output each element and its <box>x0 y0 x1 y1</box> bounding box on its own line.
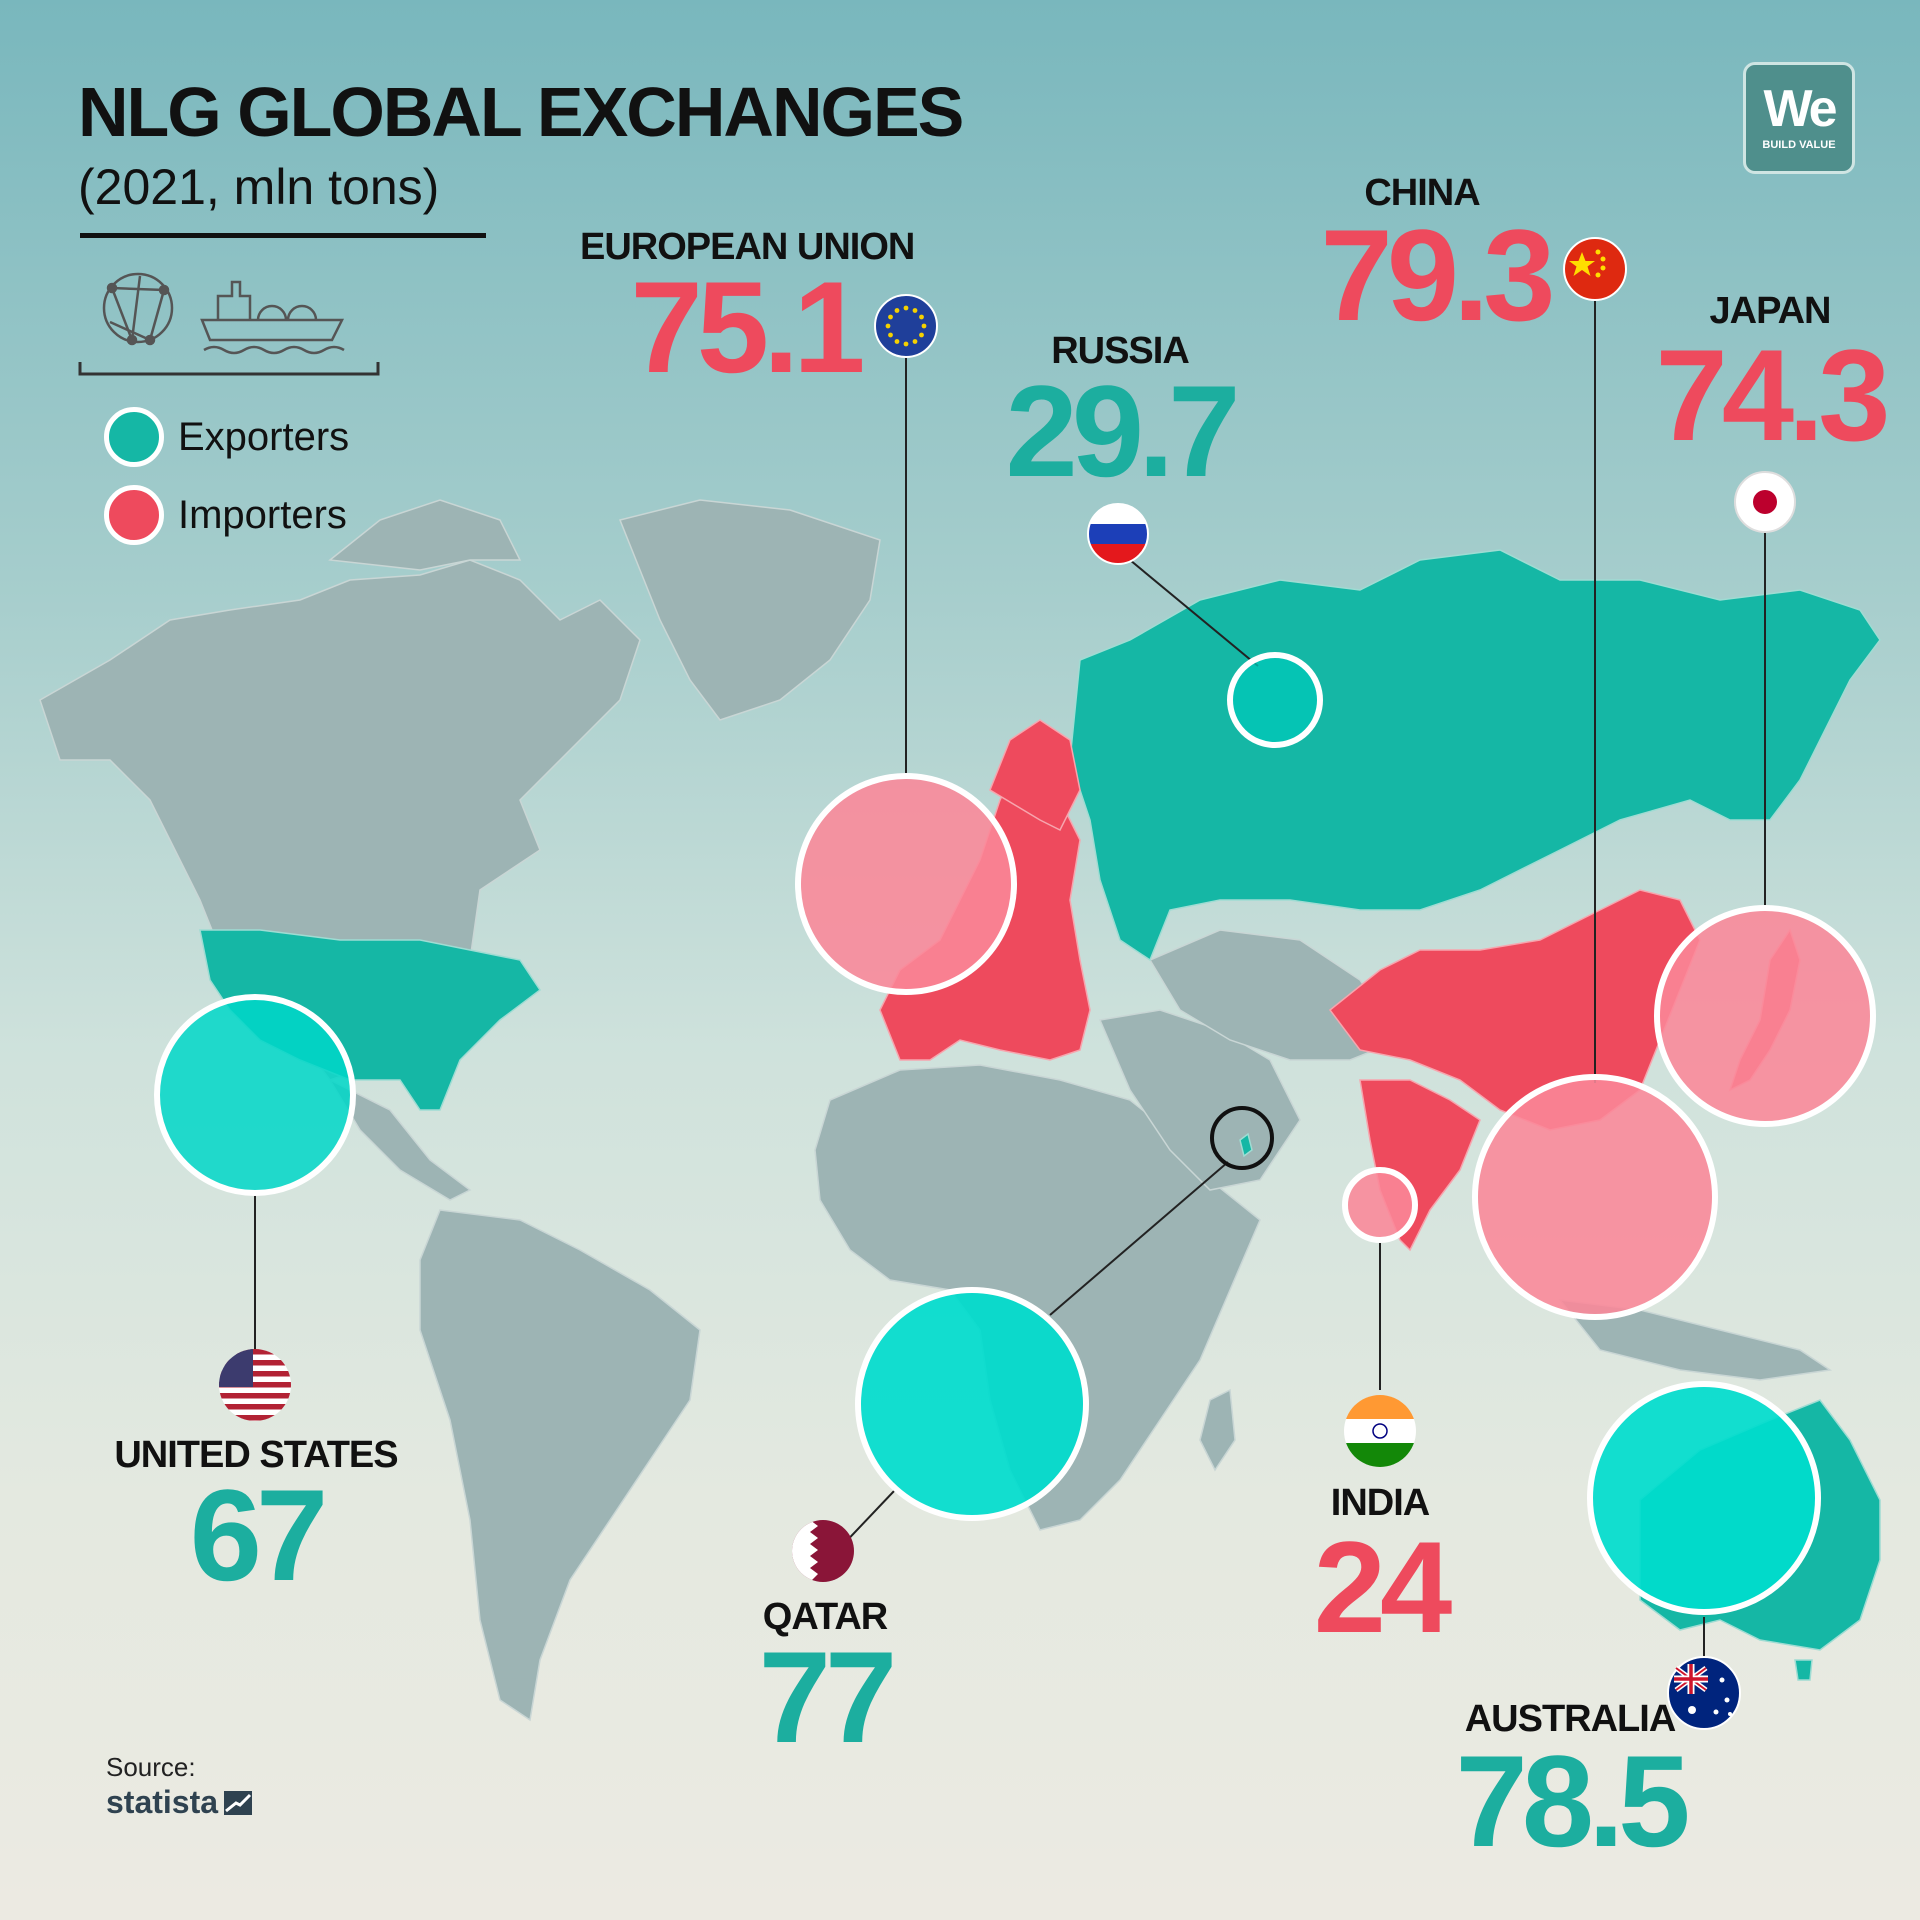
usa-flag-icon <box>219 1349 291 1421</box>
logo-text: We <box>1763 80 1837 138</box>
north-america-land <box>39 559 641 1081</box>
australia-magnifier <box>1587 1381 1821 1615</box>
south-america-land <box>419 1209 701 1722</box>
russia-flag-icon <box>1087 503 1149 565</box>
qatar-map-connector <box>1049 1161 1229 1316</box>
qatar-small-ring <box>1210 1106 1274 1170</box>
eu-label: EUROPEAN UNION <box>580 226 915 268</box>
usa-label: UNITED STATES <box>114 1434 398 1476</box>
australia-label: AUSTRALIA <box>1464 1698 1677 1740</box>
magnifier-circles <box>154 652 1876 1615</box>
india-flag-icon <box>1344 1395 1416 1467</box>
russia-leader-line <box>1129 559 1259 667</box>
china-value: 79.3 <box>1320 202 1555 348</box>
exporters-swatch <box>104 407 164 467</box>
china-flag-icon <box>1563 237 1627 301</box>
qatar-land <box>1239 1132 1253 1158</box>
russia-magnifier <box>1227 652 1323 748</box>
tasmania-land <box>1794 1659 1813 1681</box>
lng-tanker-ship-icon <box>200 280 345 355</box>
brand-logo: We BUILD VALUE <box>1743 62 1855 174</box>
india-value: 24 <box>1313 1514 1453 1660</box>
russia-label: RUSSIA <box>1051 330 1190 372</box>
legend-item-exporters: Exporters <box>104 407 349 467</box>
globe-network-icon <box>102 272 174 346</box>
eu-value: 75.1 <box>630 254 865 400</box>
madagascar-land <box>1199 1388 1236 1472</box>
legend-label: Importers <box>178 492 347 537</box>
statista-icon <box>224 1790 253 1815</box>
importers-swatch <box>104 485 164 545</box>
source-label: Source: <box>106 1752 196 1782</box>
india-magnifier <box>1342 1167 1418 1243</box>
source-brand: statista <box>106 1784 253 1821</box>
japan-value: 74.3 <box>1655 322 1890 468</box>
qatar-label: QATAR <box>762 1596 888 1638</box>
legend-item-importers: Importers <box>104 485 347 545</box>
qatar-value: 77 <box>758 1624 898 1770</box>
central-america-land <box>328 1078 472 1201</box>
qatar-flag-icon <box>792 1520 854 1582</box>
eu-magnifier <box>795 773 1017 995</box>
japan-flag-icon <box>1734 471 1796 533</box>
eu-flag-icon <box>874 294 938 358</box>
canada-islands <box>328 499 522 571</box>
japan-magnifier <box>1654 905 1876 1127</box>
logo-tagline: BUILD VALUE <box>1762 139 1836 151</box>
greenland-land <box>618 499 881 721</box>
icon-bracket <box>78 362 380 376</box>
qatar-magnifier <box>855 1287 1089 1521</box>
india-label: INDIA <box>1330 1482 1430 1524</box>
title-rule <box>80 233 486 238</box>
usa-magnifier <box>154 994 356 1196</box>
china-label: CHINA <box>1364 172 1480 214</box>
australia-flag-icon <box>1667 1656 1741 1730</box>
leader-lines <box>254 300 1766 1690</box>
page-subtitle: (2021, mln tons) <box>78 159 440 215</box>
japan-label: JAPAN <box>1709 290 1832 332</box>
source-name: statista <box>106 1784 219 1820</box>
china-magnifier <box>1472 1074 1718 1320</box>
africa-land <box>814 1064 1261 1531</box>
usa-value: 67 <box>189 1462 329 1608</box>
russia-value: 29.7 <box>1005 358 1240 504</box>
southeast-asia-islands <box>1558 1299 1833 1381</box>
legend-label: Exporters <box>178 414 350 459</box>
australia-value: 78.5 <box>1455 1728 1690 1874</box>
scandinavia-land <box>989 719 1081 832</box>
page-title: NLG GLOBAL EXCHANGES <box>78 73 964 151</box>
